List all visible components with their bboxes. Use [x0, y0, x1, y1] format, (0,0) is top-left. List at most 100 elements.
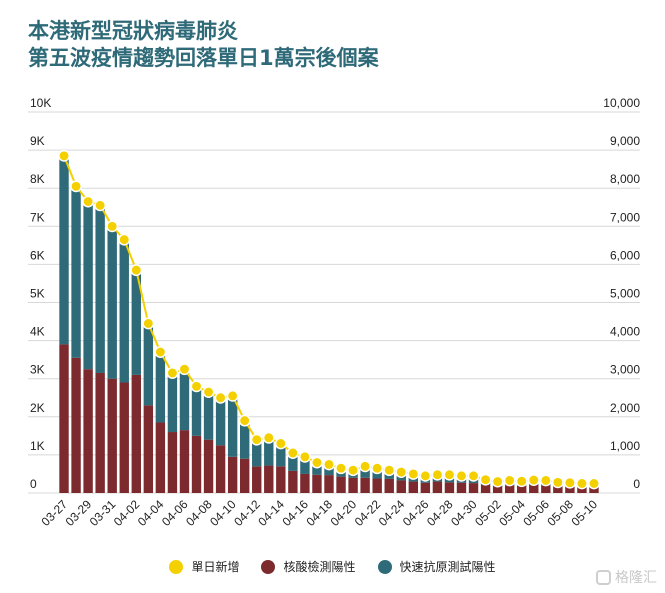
- daily-point: [563, 476, 576, 489]
- daily-point: [214, 391, 227, 404]
- bar-rat: [300, 454, 310, 474]
- daily-point: [467, 469, 480, 482]
- bar-pcr: [444, 482, 455, 493]
- bar-pcr: [227, 456, 238, 493]
- legend-swatch-rat: [377, 559, 392, 574]
- bar-pcr: [288, 470, 298, 493]
- bar-pcr: [565, 486, 575, 493]
- bar-pcr: [336, 476, 346, 493]
- y-right-tick-label: 1,000: [610, 439, 640, 453]
- bar-rat: [264, 436, 274, 466]
- y-left-tick-label: 4K: [30, 325, 45, 339]
- chart-title: 本港新型冠狀病毒肺炎 第五波疫情趨勢回落單日1萬宗後個案: [28, 18, 379, 72]
- daily-line-path: [63, 155, 594, 485]
- x-tick-label: 03-31: [87, 497, 119, 529]
- bar-rat: [276, 444, 286, 467]
- daily-point: [106, 220, 119, 233]
- daily-point: [70, 180, 83, 193]
- x-tick-label: 03-29: [63, 497, 95, 529]
- daily-point: [395, 466, 408, 478]
- bar-pcr: [396, 480, 406, 493]
- y-right-tick-label: 7,000: [610, 210, 640, 224]
- x-tick-label: 04-04: [135, 497, 167, 529]
- y-right-tick-label: 4,000: [610, 325, 640, 339]
- bar-pcr: [59, 344, 69, 493]
- y-left-tick-label: 8K: [30, 172, 45, 186]
- y-left-tick-label: 3K: [30, 363, 45, 377]
- daily-line: [63, 155, 594, 485]
- daily-point: [250, 433, 263, 446]
- legend-label-daily: 單日新增: [191, 560, 240, 574]
- bars: [59, 157, 599, 493]
- bar-pcr: [312, 474, 322, 493]
- bar-pcr: [480, 484, 491, 493]
- bar-rat: [95, 205, 105, 373]
- x-tick-label: 03-27: [39, 497, 71, 529]
- y-left-tick-label: 5K: [30, 287, 45, 301]
- x-axis: 03-2703-2903-3104-0204-0404-0604-0804-10…: [39, 497, 601, 529]
- x-tick-label: 05-08: [544, 497, 576, 529]
- bar-pcr: [300, 473, 310, 493]
- bar-pcr: [541, 485, 551, 493]
- bar-pcr: [348, 477, 358, 493]
- y-right-tick-label: 10,000: [603, 96, 640, 110]
- x-tick-label: 05-04: [496, 497, 528, 529]
- bar-pcr: [504, 485, 515, 493]
- bar-pcr: [131, 374, 141, 493]
- bar-pcr: [276, 466, 286, 493]
- x-tick-label: 04-14: [255, 497, 287, 529]
- daily-point: [491, 475, 504, 488]
- daily-point: [58, 149, 70, 162]
- daily-point: [575, 477, 588, 490]
- daily-point: [443, 468, 456, 481]
- bar-rat: [131, 272, 141, 375]
- bar-pcr: [468, 483, 479, 493]
- gridlines: [28, 111, 640, 494]
- daily-point: [515, 475, 528, 488]
- daily-point: [371, 462, 384, 475]
- bar-pcr: [95, 372, 105, 493]
- bar-pcr: [529, 484, 539, 493]
- daily-point: [262, 431, 275, 444]
- bar-rat: [203, 392, 214, 440]
- daily-point: [118, 233, 131, 246]
- y-left-tick-label: 1K: [30, 439, 45, 453]
- bar-pcr: [119, 382, 129, 493]
- stacked-bar-line-chart: 0 1K 2K 3K 4K 5K 6K 7K 8K 9K 10K 0 1,000 2,000 3,000 4…: [28, 96, 640, 529]
- x-tick-label: 04-06: [159, 497, 191, 529]
- bar-pcr: [71, 357, 81, 493]
- y-left-tick-label: 9K: [30, 134, 45, 148]
- daily-point: [407, 468, 420, 480]
- bar-rat: [71, 186, 81, 358]
- bar-rat: [155, 352, 166, 423]
- bar-pcr: [456, 482, 467, 493]
- bar-pcr: [517, 485, 527, 493]
- daily-point: [130, 264, 143, 277]
- bar-pcr: [239, 458, 250, 493]
- daily-point: [286, 447, 299, 459]
- daily-point: [142, 317, 155, 330]
- bar-pcr: [191, 435, 202, 493]
- bar-rat: [143, 323, 154, 406]
- bar-pcr: [492, 485, 503, 493]
- bar-pcr: [360, 477, 370, 493]
- bar-rat: [107, 226, 117, 379]
- daily-point: [455, 469, 468, 482]
- daily-point: [298, 450, 311, 463]
- daily-point: [226, 389, 239, 402]
- daily-point: [551, 476, 564, 489]
- y-left-tick-label: 7K: [30, 210, 45, 224]
- bar-pcr: [589, 486, 599, 493]
- bar-pcr: [384, 478, 394, 493]
- bar-pcr: [252, 466, 262, 493]
- y-axis-left: 0 1K 2K 3K 4K 5K 6K 7K 8K 9K 10K: [30, 96, 51, 491]
- bar-pcr: [372, 478, 382, 493]
- daily-points: [58, 149, 600, 490]
- legend-swatch-pcr: [261, 559, 276, 574]
- x-tick-label: 04-30: [448, 497, 480, 529]
- bar-pcr: [264, 465, 274, 493]
- daily-point: [383, 464, 396, 477]
- x-tick-label: 04-08: [183, 497, 215, 529]
- bar-pcr: [203, 439, 214, 493]
- title-line-1: 本港新型冠狀病毒肺炎: [28, 19, 238, 43]
